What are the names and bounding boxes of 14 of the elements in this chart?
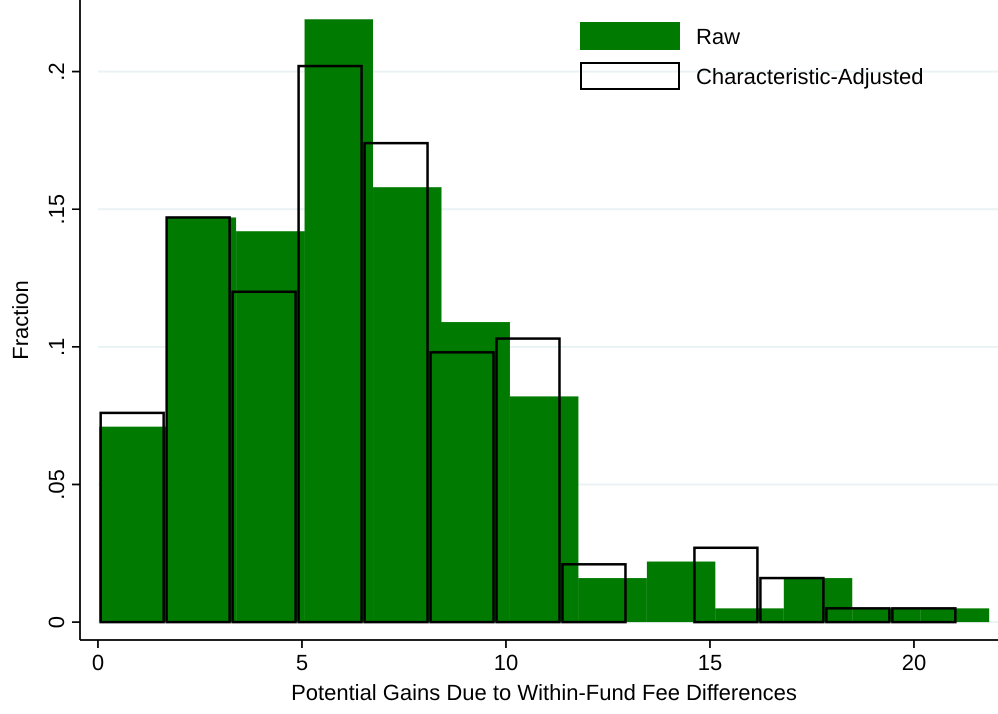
- y-tick-label: .15: [44, 194, 69, 224]
- legend-label: Raw: [696, 24, 740, 49]
- x-tick-label: 20: [902, 650, 926, 675]
- x-tick-label: 0: [92, 650, 104, 675]
- y-tick-label: 0: [44, 616, 69, 628]
- legend-label: Characteristic-Adjusted: [696, 64, 924, 89]
- y-tick-label: .1: [44, 338, 69, 356]
- y-tick-label: .05: [44, 469, 69, 500]
- x-tick-label: 5: [296, 650, 308, 675]
- x-tick-label: 15: [698, 650, 722, 675]
- y-tick-label: .2: [44, 62, 69, 81]
- y-axis-title: Fraction: [8, 280, 33, 360]
- x-tick-label: 10: [494, 650, 518, 675]
- x-axis-title: Potential Gains Due to Within-Fund Fee Differences: [291, 680, 797, 705]
